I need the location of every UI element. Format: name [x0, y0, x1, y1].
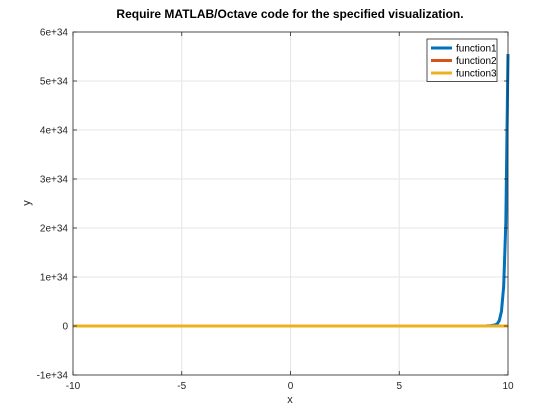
x-tick-label: 10	[502, 381, 514, 392]
y-tick-label: 2e+34	[40, 224, 69, 235]
y-tick-label: 4e+34	[40, 126, 69, 137]
y-tick-label: -1e+34	[37, 371, 69, 382]
series-lines	[73, 54, 510, 328]
x-tick-label: 5	[396, 381, 402, 392]
legend-label: function2	[456, 56, 497, 67]
x-axis-label: x	[287, 394, 293, 406]
x-tick-label: 0	[288, 381, 294, 392]
chart-title: Require MATLAB/Octave code for the speci…	[116, 7, 463, 21]
x-tick-label: -5	[177, 381, 186, 392]
legend-label: function3	[456, 69, 497, 80]
x-tick-label: -10	[66, 381, 81, 392]
y-tick-label: 3e+34	[40, 175, 69, 186]
y-tick-label: 1e+34	[40, 273, 69, 284]
y-tick-label: 5e+34	[40, 77, 69, 88]
axis-ticks: -10 -5 0 5 10 -1e+34 0 1e+34 2e+34 3e+34 4e+34 5e+3…	[37, 28, 514, 393]
y-axis-label: y	[21, 200, 33, 206]
y-tick-label: 6e+34	[40, 28, 69, 39]
legend-label: function1	[456, 44, 497, 55]
y-tick-label: 0	[62, 322, 68, 333]
